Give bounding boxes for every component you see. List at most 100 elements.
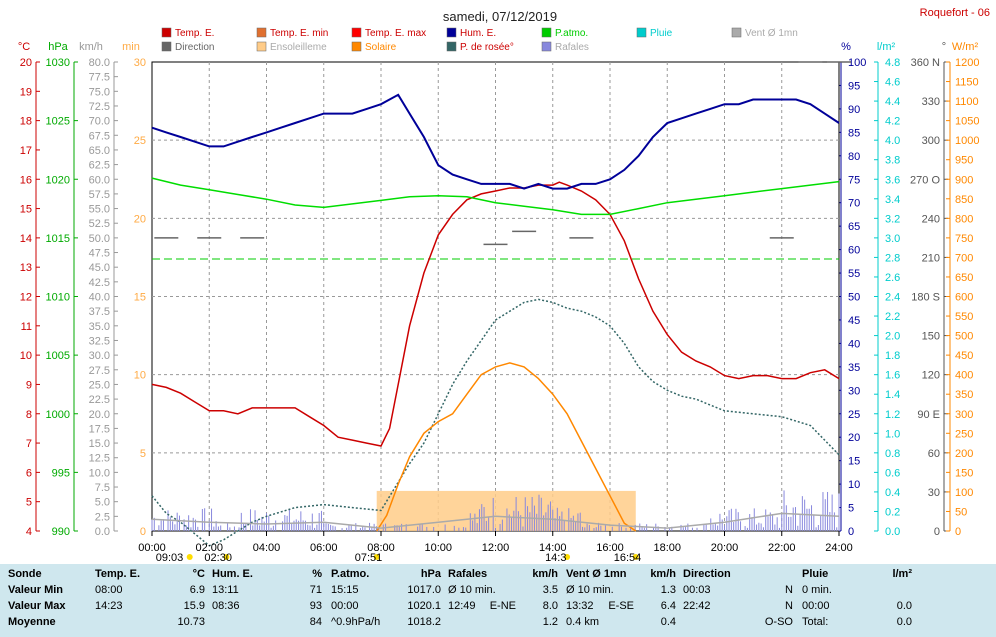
axis-tick-label: 15.0 bbox=[89, 438, 110, 450]
stats-row: 1.2 bbox=[448, 614, 558, 630]
axis-tick-label: 42.5 bbox=[89, 277, 110, 289]
axis-tick-label: 15 bbox=[134, 292, 146, 304]
stats-row: O-SO bbox=[683, 614, 793, 630]
stats-cell: 10.73 bbox=[177, 616, 205, 628]
axis-unit: min bbox=[122, 41, 140, 53]
axis-tick-label: 100 bbox=[955, 487, 973, 499]
stats-row: 0 min. bbox=[802, 582, 912, 598]
stats-cell: 00:03 bbox=[683, 584, 711, 596]
stats-section-title: Hum. E. bbox=[212, 568, 253, 580]
stats-row: 08:36 93 bbox=[212, 598, 322, 614]
x-tick-label: 16:00 bbox=[596, 542, 624, 554]
axis-tick-label: 3.2 bbox=[885, 213, 900, 225]
stats-section-title: Temp. E. bbox=[95, 568, 141, 580]
x-tick-label: 20:00 bbox=[711, 542, 739, 554]
x-tick-label: 22:00 bbox=[768, 542, 796, 554]
axis-tick-label: 5 bbox=[26, 497, 32, 509]
legend: Temp. E. Temp. E. min Temp. E. max Hum. E. P… bbox=[161, 27, 798, 53]
axis-tick-label: 40.0 bbox=[89, 292, 110, 304]
x-tick-label: 10:00 bbox=[424, 542, 452, 554]
chart-title: samedi, 07/12/2019 bbox=[443, 9, 557, 24]
stats-row-label: Moyenne bbox=[8, 616, 56, 628]
axis-tick-label: 2.8 bbox=[885, 252, 900, 264]
axis-tick-label: 14 bbox=[20, 233, 32, 245]
legend-label: Hum. E. bbox=[460, 28, 496, 39]
axis-tick-label: 0.6 bbox=[885, 467, 900, 479]
legend-label: Solaire bbox=[365, 42, 397, 53]
stats-cell: 71 bbox=[309, 584, 322, 596]
axis-tick-label: 270 O bbox=[910, 174, 940, 186]
axis-tick-label: 60 bbox=[928, 448, 940, 460]
axis-tick-label: 1015 bbox=[46, 233, 70, 245]
stats-section: Vent Ø 1mn km/h Ø 10 min. 1.3 13:32 E-SE 6.4 0.… bbox=[566, 566, 676, 630]
axis-unit: hPa bbox=[48, 41, 68, 53]
axis-tick-label: 3.4 bbox=[885, 194, 900, 206]
axis-tick-label: 11 bbox=[21, 321, 32, 333]
axis-tick-label: 20 bbox=[20, 57, 32, 69]
stats-section-title: Pluie bbox=[802, 568, 829, 580]
axis-tick-label: 300 bbox=[922, 135, 940, 147]
axis-tick-label: 10 bbox=[134, 370, 146, 382]
stats-cell: 15:15 bbox=[331, 584, 359, 596]
stats-cell: E-SE bbox=[608, 600, 634, 612]
day-marker-label: 02:30 bbox=[204, 552, 232, 564]
stats-section-header: P.atmo. hPa bbox=[331, 566, 441, 582]
stats-row: 00:00 1020.1 bbox=[331, 598, 441, 614]
axis-tick-label: 1000 bbox=[46, 409, 70, 421]
axis-tick-label: 3.8 bbox=[885, 155, 900, 167]
axis-tick-label: 990 bbox=[52, 526, 70, 538]
stats-row: Ø 10 min. 1.3 bbox=[566, 582, 676, 598]
stats-row: 08:00 6.9 bbox=[95, 582, 205, 598]
stats-row: 13:32 E-SE 6.4 bbox=[566, 598, 676, 614]
axis-tick-label: 150 bbox=[922, 331, 940, 343]
axis-tick-label: 37.5 bbox=[89, 306, 110, 318]
axis-tick-label: 62.5 bbox=[89, 160, 110, 172]
stats-cell: 0.4 bbox=[660, 616, 676, 628]
legend-label: P.atmo. bbox=[555, 28, 588, 39]
left-axes: 4567891011121314151617181920°C9909951000… bbox=[18, 41, 146, 538]
axis-tick-label: 5 bbox=[140, 448, 146, 460]
axis-tick-label: 200 bbox=[955, 448, 973, 460]
day-marker-label: 14:3 bbox=[545, 552, 566, 564]
axis-tick-label: 950 bbox=[955, 155, 973, 167]
axis-tick-label: 4.0 bbox=[885, 135, 900, 147]
axis-tick-label: 3.0 bbox=[885, 233, 900, 245]
axis-tick-label: 100 bbox=[848, 57, 866, 69]
axis-tick-label: 700 bbox=[955, 252, 973, 264]
axis-tick-label: 1010 bbox=[46, 292, 70, 304]
x-tick-label: 04:00 bbox=[253, 542, 281, 554]
stats-cell: 12:49 bbox=[448, 600, 476, 612]
stats-section-unit: hPa bbox=[420, 568, 441, 580]
axis-unit: l/m² bbox=[877, 41, 896, 53]
legend-label: Temp. E. bbox=[175, 28, 214, 39]
stats-section-header: Hum. E.% bbox=[212, 566, 322, 582]
x-tick-label: 24:00 bbox=[825, 542, 853, 554]
stats-cell: 1020.1 bbox=[407, 600, 441, 612]
axis-tick-label: 25.0 bbox=[89, 379, 110, 391]
axis-tick-label: 22.5 bbox=[89, 394, 110, 406]
legend-swatch bbox=[636, 27, 647, 38]
axis-tick-label: 47.5 bbox=[89, 248, 110, 260]
stats-cell: Total: bbox=[802, 616, 829, 628]
axis-tick-label: 75 bbox=[848, 174, 860, 186]
axis-tick-label: 90 bbox=[848, 104, 860, 116]
stats-row-label: Valeur Max bbox=[8, 600, 66, 612]
axis-tick-label: 17 bbox=[20, 145, 32, 157]
day-marker-label: 09:03 bbox=[156, 552, 184, 564]
axis-tick-label: 250 bbox=[955, 428, 973, 440]
legend-swatch bbox=[541, 27, 552, 38]
axis-tick-label: 10.0 bbox=[89, 467, 110, 479]
axis-tick-label: 0 bbox=[140, 526, 146, 538]
axis-tick-label: 20 bbox=[134, 213, 146, 225]
axis-tick-label: 0.0 bbox=[885, 526, 900, 538]
sun-marker bbox=[373, 554, 380, 560]
axis-tick-label: 10 bbox=[20, 350, 32, 362]
axis-tick-label: 1005 bbox=[46, 350, 70, 362]
weather-chart: samedi, 07/12/2019 Roquefort - 06 Temp. … bbox=[18, 7, 990, 564]
stats-cell: 08:00 bbox=[95, 584, 123, 596]
stats-section-title: Rafales bbox=[448, 568, 488, 580]
axis-tick-label: 1050 bbox=[955, 116, 979, 128]
stats-row: Total: 0.0 bbox=[802, 614, 912, 630]
axis-tick-label: 60 bbox=[848, 245, 860, 257]
stats-cell: 1017.0 bbox=[407, 584, 441, 596]
